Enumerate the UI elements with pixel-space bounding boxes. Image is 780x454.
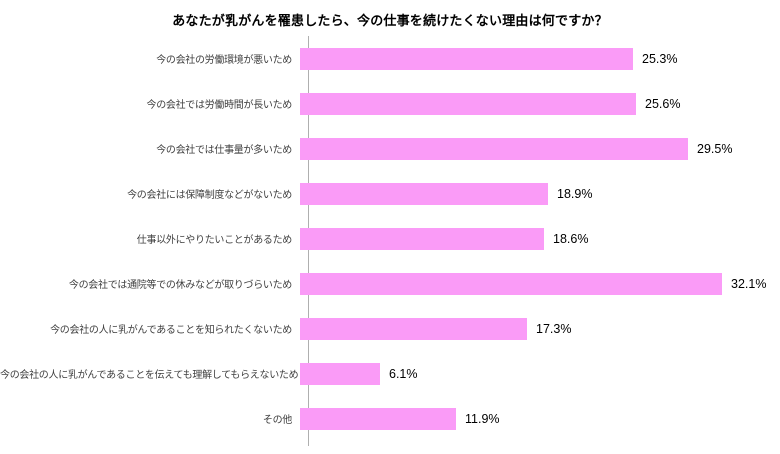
category-label: 今の会社の人に乳がんであることを知られたくないため <box>50 325 292 336</box>
value-label: 32.1% <box>731 276 767 291</box>
value-label: 18.9% <box>557 186 593 201</box>
chart-row: 今の会社の労働環境が悪いため 25.3% <box>0 36 780 81</box>
value-label: 25.3% <box>642 51 678 66</box>
category-label: 今の会社の労働環境が悪いため <box>156 55 292 66</box>
bar <box>300 317 527 340</box>
category-label: 今の会社では仕事量が多いため <box>156 145 292 156</box>
bar <box>300 407 456 430</box>
chart-row: 今の会社では仕事量が多いため 29.5% <box>0 126 780 171</box>
chart-row: 今の会社の人に乳がんであることを伝えても理解してもらえないため 6.1% <box>0 351 780 396</box>
value-label: 17.3% <box>536 321 572 336</box>
category-label: 仕事以外にやりたいことがあるため <box>136 235 293 246</box>
chart-title: あなたが乳がんを罹患したら、今の仕事を続けたくない理由は何ですか？ <box>172 13 608 28</box>
chart-row: その他 11.9% <box>0 396 780 441</box>
bar-rows: 今の会社の労働環境が悪いため 25.3% 今の会社では労働時間が長いため 25.6% 今… <box>0 36 780 441</box>
bar <box>300 92 636 115</box>
category-label: 今の会社では通院等での休みなどが取りづらいため <box>68 280 292 291</box>
chart-row: 仕事以外にやりたいことがあるため 18.6% <box>0 216 780 261</box>
bar <box>300 272 722 295</box>
value-label: 29.5% <box>697 141 733 156</box>
bar <box>300 47 633 70</box>
category-label: 今の会社では労働時間が長いため <box>146 100 293 111</box>
bar <box>300 362 380 385</box>
category-label: 今の会社の人に乳がんであることを伝えても理解してもらえないため <box>0 370 299 381</box>
category-label: 今の会社には保障制度などがないため <box>127 190 292 201</box>
bar <box>300 182 548 205</box>
plot-area: 今の会社の労働環境が悪いため 25.3% 今の会社では労働時間が長いため 25.6% 今… <box>0 36 780 454</box>
chart-row: 今の会社では労働時間が長いため 25.6% <box>0 81 780 126</box>
value-label: 6.1% <box>389 366 418 381</box>
chart-row: 今の会社には保障制度などがないため 18.9% <box>0 171 780 216</box>
bar <box>300 227 544 250</box>
chart-row: 今の会社の人に乳がんであることを知られたくないため 17.3% <box>0 306 780 351</box>
value-label: 25.6% <box>645 96 681 111</box>
category-label: その他 <box>262 415 292 426</box>
bar <box>300 137 688 160</box>
value-label: 11.9% <box>465 411 500 426</box>
value-label: 18.6% <box>553 231 589 246</box>
chart-row: 今の会社では通院等での休みなどが取りづらいため 32.1% <box>0 261 780 306</box>
